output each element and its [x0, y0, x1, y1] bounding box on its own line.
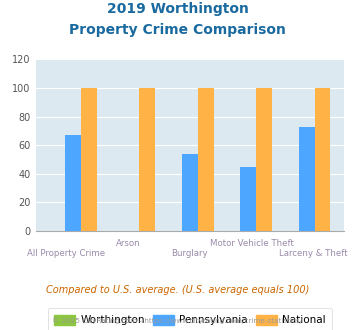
Bar — [140, 88, 155, 231]
Text: All Property Crime: All Property Crime — [27, 249, 105, 258]
Text: © 2025 CityRating.com - https://www.cityrating.com/crime-statistics/: © 2025 CityRating.com - https://www.city… — [53, 317, 302, 324]
Text: Arson: Arson — [116, 239, 141, 248]
Text: Larceny & Theft: Larceny & Theft — [279, 249, 348, 258]
Bar — [81, 88, 97, 231]
Text: Compared to U.S. average. (U.S. average equals 100): Compared to U.S. average. (U.S. average … — [46, 285, 309, 295]
Bar — [256, 88, 272, 231]
Text: Property Crime Comparison: Property Crime Comparison — [69, 23, 286, 37]
Text: 2019 Worthington: 2019 Worthington — [106, 2, 248, 16]
Bar — [182, 154, 198, 231]
Bar — [240, 167, 256, 231]
Bar — [299, 127, 315, 231]
Bar — [65, 135, 81, 231]
Legend: Worthington, Pennsylvania, National: Worthington, Pennsylvania, National — [48, 308, 332, 330]
Bar — [198, 88, 214, 231]
Text: Motor Vehicle Theft: Motor Vehicle Theft — [210, 239, 294, 248]
Text: Burglary: Burglary — [171, 249, 208, 258]
Bar — [315, 88, 330, 231]
